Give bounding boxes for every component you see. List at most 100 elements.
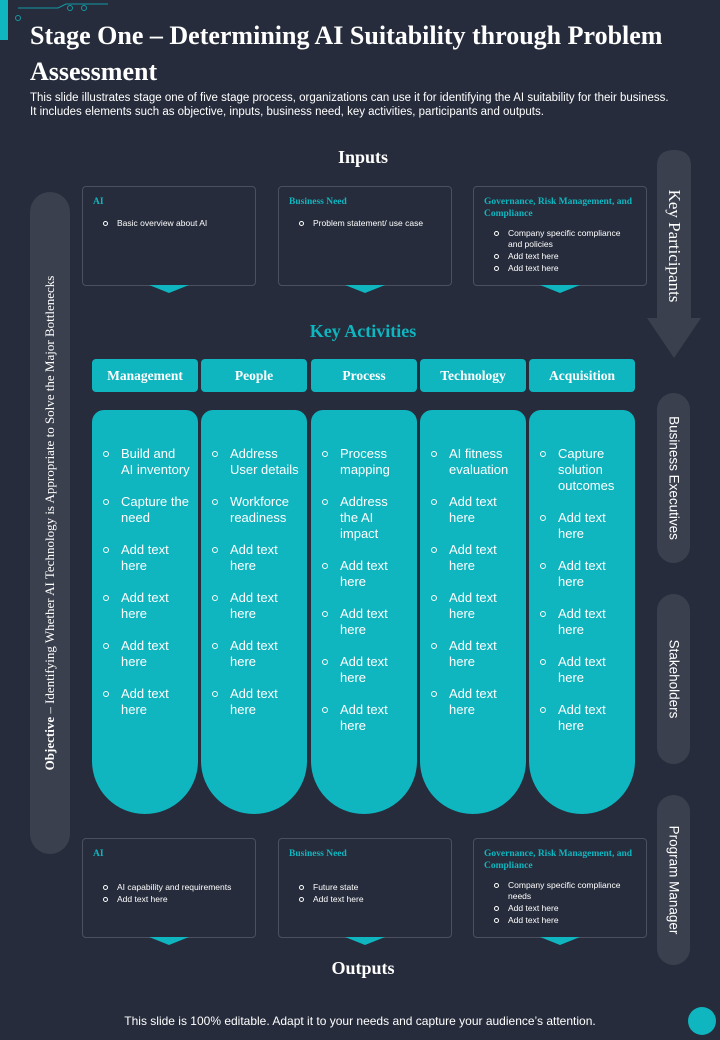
inputs-heading: Inputs <box>337 147 389 167</box>
list-item: Add text here <box>211 542 299 574</box>
page-subtitle: This slide illustrates stage one of five… <box>30 92 669 118</box>
key-activities-heading: Key Activities <box>309 321 417 341</box>
participant-label: Business Executives <box>666 416 681 540</box>
list-item: AI fitness evaluation <box>430 446 518 478</box>
output-card-ai: AI AI capability and requirements Add te… <box>82 838 256 945</box>
card-title: Governance, Risk Management, and Complia… <box>484 849 633 871</box>
key-participants-label: Key Participants <box>665 189 684 303</box>
list-item: Process mapping <box>321 446 409 478</box>
list-item: Add text here <box>102 542 190 574</box>
list-item: Add text here <box>103 894 245 905</box>
list-item: Address User details <box>211 446 299 478</box>
list-item: Add text here <box>539 606 627 638</box>
list-item: Add text here <box>494 903 636 914</box>
output-card-business-need: Business Need Future state Add text here <box>278 838 452 945</box>
list-item: Problem statement/ use case <box>299 218 441 229</box>
activity-list: Capture solution outcomes Add text here … <box>539 446 627 734</box>
accent-bar <box>0 0 8 40</box>
input-card-ai: AI Basic overview about AI <box>82 186 256 293</box>
activity-list: Address User details Workforce readiness… <box>211 446 299 718</box>
output-card-governance: Governance, Risk Management, and Complia… <box>473 838 647 945</box>
down-arrow-icon <box>647 150 701 358</box>
list-item: Add text here <box>539 510 627 542</box>
list-item: Add text here <box>430 590 518 622</box>
objective-panel: Objective – Identifying Whether AI Techn… <box>30 192 70 854</box>
card-list: Company specific compliance needs Add te… <box>484 880 636 926</box>
circuit-decoration-icon <box>15 3 108 21</box>
list-item: Company specific compliance and policies <box>494 228 636 250</box>
activity-list: AI fitness evaluation Add text here Add … <box>430 446 518 718</box>
list-item: Add text here <box>321 606 409 638</box>
card-pointer <box>345 937 385 945</box>
participant-label: Program Manager <box>666 825 681 935</box>
input-card-business-need: Business Need Problem statement/ use cas… <box>278 186 452 293</box>
outputs-heading: Outputs <box>331 958 395 978</box>
page-title: Stage One – Determining AI Suitability t… <box>30 21 663 86</box>
participant-program-manager: Program Manager <box>657 795 690 965</box>
participant-stakeholders: Stakeholders <box>657 594 690 764</box>
column-header-technology: Technology <box>420 359 526 392</box>
column-body-technology: AI fitness evaluation Add text here Add … <box>420 410 526 814</box>
list-item: Add text here <box>321 558 409 590</box>
activity-list: Build and AI inventory Capture the need … <box>102 446 190 718</box>
list-item: Add text here <box>494 263 636 274</box>
card-list: Company specific compliance and policies… <box>484 228 636 274</box>
list-item: Capture the need <box>102 494 190 526</box>
list-item: Capture solution outcomes <box>539 446 627 494</box>
column-header-acquisition: Acquisition <box>529 359 635 392</box>
card-title: AI <box>93 197 104 207</box>
list-item: Add text here <box>494 915 636 926</box>
participant-business-executives: Business Executives <box>657 393 690 563</box>
column-header-management: Management <box>92 359 198 392</box>
card-pointer <box>149 937 189 945</box>
card-pointer <box>345 285 385 293</box>
list-item: Add text here <box>211 638 299 670</box>
card-title: Business Need <box>289 197 347 207</box>
list-item: Add text here <box>430 638 518 670</box>
list-item: Add text here <box>211 590 299 622</box>
input-card-governance: Governance, Risk Management, and Complia… <box>473 186 647 293</box>
card-title: Governance, Risk Management, and Complia… <box>484 197 633 219</box>
list-item: Add text here <box>539 702 627 734</box>
column-body-management: Build and AI inventory Capture the need … <box>92 410 198 814</box>
list-item: Workforce readiness <box>211 494 299 526</box>
list-item: AI capability and requirements <box>103 882 245 893</box>
list-item: Add text here <box>494 251 636 262</box>
list-item: Build and AI inventory <box>102 446 190 478</box>
list-item: Add text here <box>102 590 190 622</box>
column-body-people: Address User details Workforce readiness… <box>201 410 307 814</box>
card-list: Future state Add text here <box>289 882 441 905</box>
card-list: AI capability and requirements Add text … <box>93 882 245 905</box>
activity-list: Process mapping Address the AI impact Ad… <box>321 446 409 734</box>
card-pointer <box>149 285 189 293</box>
list-item: Address the AI impact <box>321 494 409 542</box>
card-list: Problem statement/ use case <box>289 218 441 229</box>
list-item: Add text here <box>102 686 190 718</box>
list-item: Add text here <box>321 702 409 734</box>
list-item: Add text here <box>539 654 627 686</box>
card-list: Basic overview about AI <box>93 218 245 229</box>
list-item: Add text here <box>430 686 518 718</box>
card-pointer <box>540 285 580 293</box>
card-title: Business Need <box>289 849 347 859</box>
list-item: Future state <box>299 882 441 893</box>
list-item: Add text here <box>539 558 627 590</box>
column-header-process: Process <box>311 359 417 392</box>
accent-dot <box>688 1007 716 1035</box>
column-header-people: People <box>201 359 307 392</box>
list-item: Add text here <box>430 494 518 526</box>
card-title: AI <box>93 849 104 859</box>
list-item: Company specific compliance needs <box>494 880 636 902</box>
list-item: Basic overview about AI <box>103 218 245 229</box>
participant-label: Stakeholders <box>666 639 681 719</box>
column-body-process: Process mapping Address the AI impact Ad… <box>311 410 417 814</box>
objective-label: Objective <box>42 716 57 771</box>
objective-description: – Identifying Whether AI Technology is A… <box>42 275 57 717</box>
footer-note: This slide is 100% editable. Adapt it to… <box>124 1014 596 1028</box>
column-body-acquisition: Capture solution outcomes Add text here … <box>529 410 635 814</box>
list-item: Add text here <box>102 638 190 670</box>
list-item: Add text here <box>299 894 441 905</box>
card-pointer <box>540 937 580 945</box>
list-item: Add text here <box>321 654 409 686</box>
objective-text: Objective – Identifying Whether AI Techn… <box>42 276 58 771</box>
